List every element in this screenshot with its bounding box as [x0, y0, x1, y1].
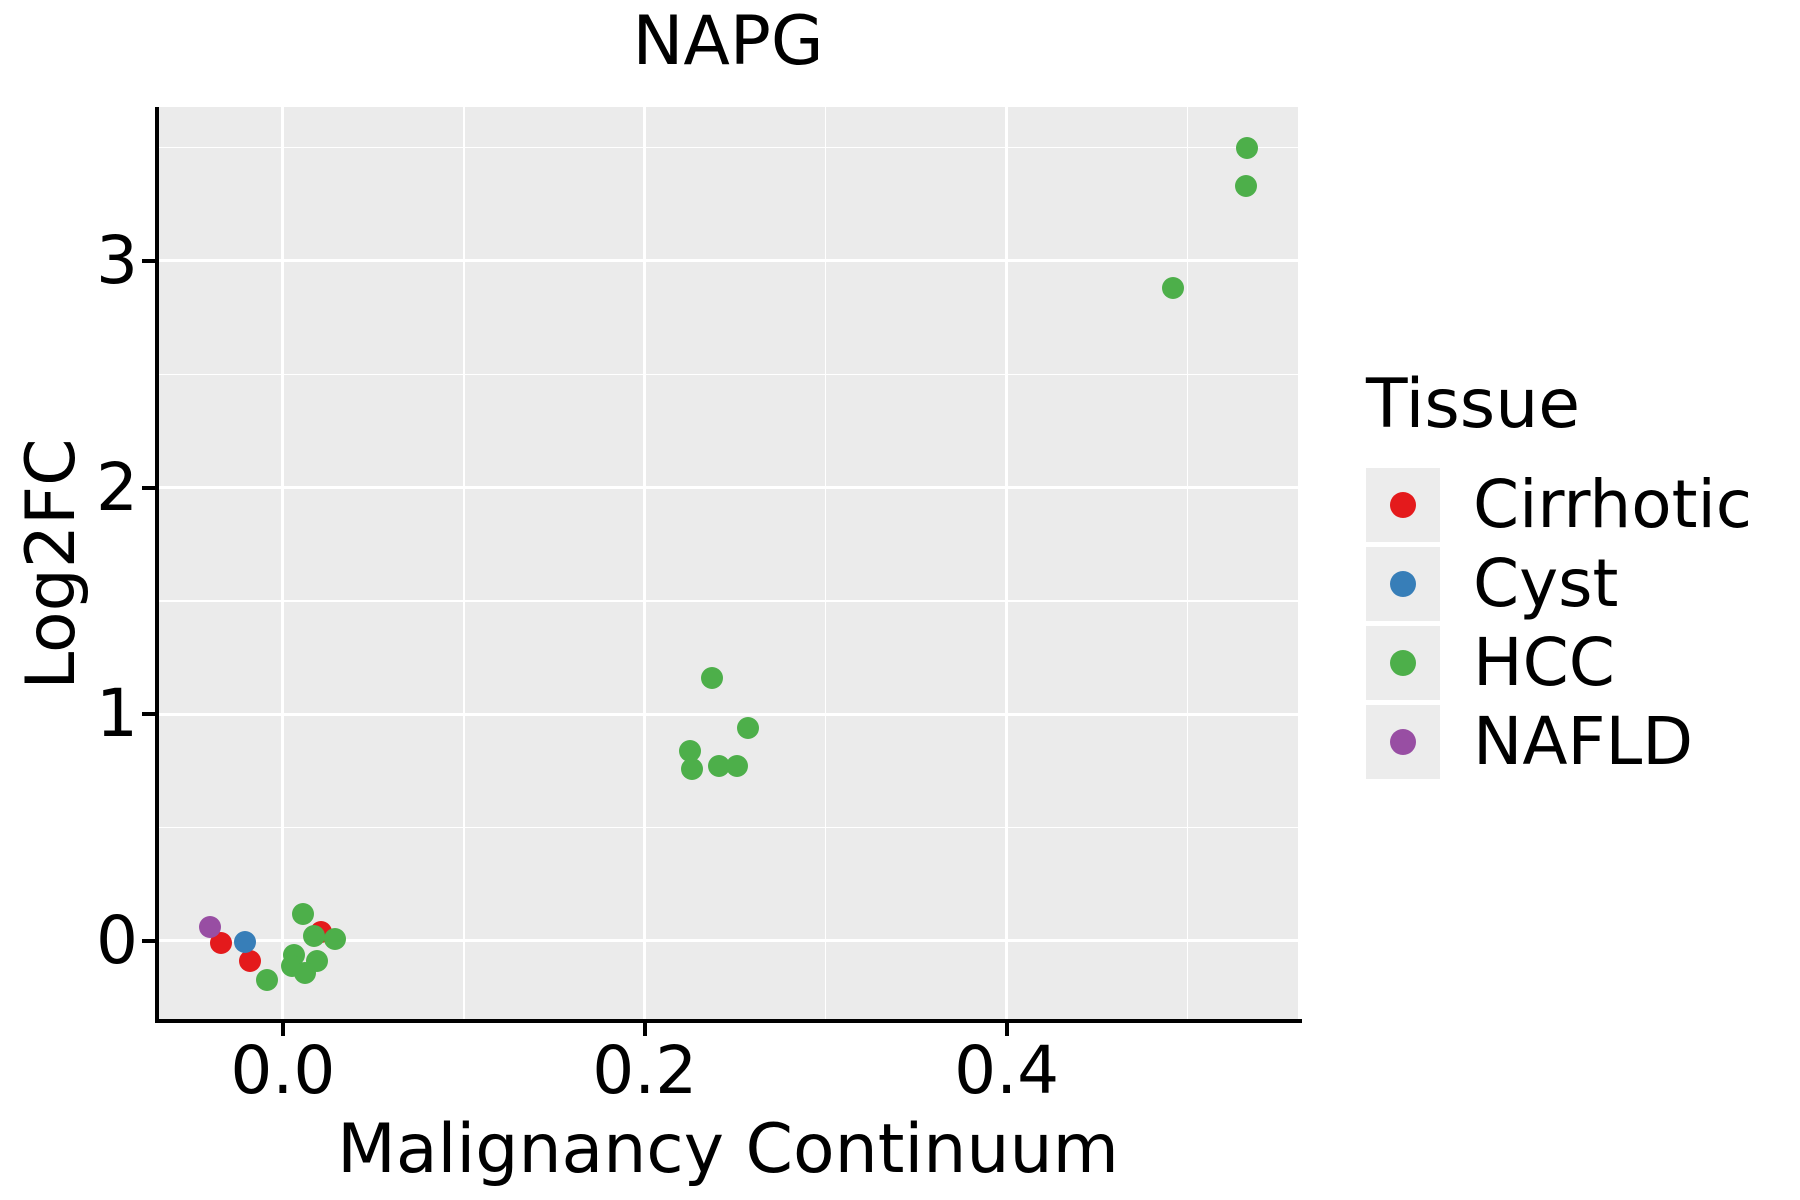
legend: Tissue Cirrhotic Cyst HCC NAFLD — [1366, 371, 1752, 784]
x-tick-label: 0.2 — [592, 1032, 698, 1109]
data-point-cirrhotic — [210, 932, 233, 955]
data-point-hcc — [1234, 175, 1257, 198]
data-point-hcc — [1162, 277, 1185, 300]
y-gridline-minor — [158, 373, 1298, 375]
legend-key — [1366, 626, 1440, 700]
legend-item-label: Cirrhotic — [1473, 466, 1753, 543]
y-gridline-minor — [158, 826, 1298, 829]
x-tick-mark — [280, 1023, 285, 1036]
data-point-hcc — [700, 667, 723, 690]
y-gridline-minor — [158, 146, 1298, 149]
legend-item-label: NAFLD — [1473, 703, 1694, 780]
x-axis-line — [155, 1019, 1302, 1023]
y-gridline-minor — [158, 600, 1298, 602]
data-point-cyst — [233, 931, 256, 954]
y-gridline-major — [158, 486, 1298, 490]
plot-title: NAPG — [632, 2, 824, 81]
y-axis-title: Log2FC — [12, 438, 91, 690]
y-gridline-major — [158, 939, 1298, 943]
y-tick-label: 1 — [96, 675, 138, 753]
x-tick-label: 0.0 — [230, 1032, 336, 1109]
data-point-hcc — [1236, 136, 1259, 159]
data-point-hcc — [707, 755, 730, 778]
legend-item-nafld: NAFLD — [1366, 705, 1752, 779]
legend-item-hcc: HCC — [1366, 626, 1752, 700]
data-point-hcc — [302, 925, 325, 948]
data-point-hcc — [680, 757, 703, 780]
legend-dot-nafld — [1390, 729, 1416, 755]
data-point-hcc — [255, 968, 278, 991]
x-tick-label: 0.4 — [954, 1032, 1060, 1109]
x-gridline-minor — [1186, 107, 1189, 1021]
y-tick-label: 3 — [96, 221, 138, 299]
data-point-hcc — [324, 927, 347, 950]
legend-item-cirrhotic: Cirrhotic — [1366, 468, 1752, 542]
y-tick-mark — [142, 712, 155, 717]
x-tick-mark — [642, 1023, 647, 1036]
data-point-hcc — [291, 902, 314, 925]
y-tick-mark — [142, 938, 155, 943]
legend-key — [1366, 468, 1440, 542]
legend-item-label: HCC — [1473, 624, 1615, 701]
x-tick-mark — [1004, 1023, 1009, 1036]
legend-title: Tissue — [1366, 365, 1581, 444]
legend-key — [1366, 547, 1440, 621]
x-axis-title: Malignancy Continuum — [337, 1110, 1119, 1189]
x-gridline-minor — [824, 107, 827, 1021]
y-tick-mark — [142, 485, 155, 490]
legend-dot-hcc — [1390, 650, 1416, 676]
data-point-hcc — [679, 739, 701, 762]
y-tick-label: 0 — [96, 901, 138, 979]
legend-item-label: Cyst — [1473, 545, 1619, 622]
x-gridline-major — [1005, 107, 1009, 1021]
data-point-nafld — [199, 916, 222, 939]
x-gridline-minor — [463, 107, 465, 1021]
legend-dot-cirrhotic — [1390, 492, 1416, 518]
legend-item-cyst: Cyst — [1366, 547, 1752, 621]
y-tick-label: 2 — [96, 448, 138, 526]
y-gridline-major — [158, 259, 1298, 263]
x-gridline-major — [281, 107, 285, 1021]
x-gridline-major — [643, 107, 647, 1021]
data-point-hcc — [736, 716, 759, 739]
data-point-hcc — [726, 755, 749, 778]
y-axis-line — [155, 107, 159, 1023]
plot-panel — [158, 107, 1298, 1021]
data-point-hcc — [293, 961, 316, 984]
data-point-cirrhotic — [239, 950, 262, 973]
y-tick-mark — [142, 258, 155, 263]
y-gridline-major — [158, 712, 1298, 716]
legend-dot-cyst — [1390, 571, 1416, 597]
legend-items: Cirrhotic Cyst HCC NAFLD — [1366, 468, 1752, 779]
legend-key — [1366, 705, 1440, 779]
